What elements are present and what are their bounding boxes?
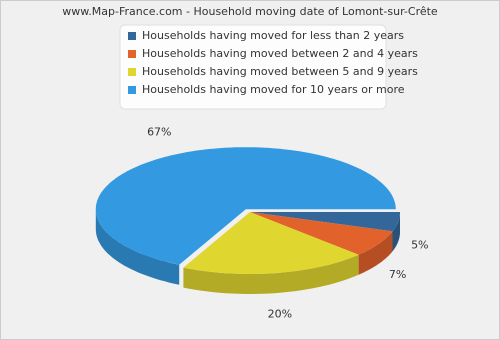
data-label: 20% — [268, 308, 292, 321]
slice-side — [95, 209, 180, 285]
data-label: 7% — [389, 268, 406, 281]
slice — [250, 212, 393, 255]
legend-swatch — [128, 50, 136, 58]
slice — [183, 212, 359, 274]
legend-swatch — [128, 86, 136, 94]
slice — [95, 147, 396, 265]
slice-side — [358, 231, 393, 275]
legend-box — [119, 24, 387, 110]
legend-swatch — [128, 32, 136, 40]
legend-label: Households having moved for 10 years or … — [142, 83, 405, 96]
legend-label: Households having moved between 5 and 9 … — [142, 65, 418, 78]
data-label: 5% — [411, 238, 428, 251]
legend-label: Households having moved for less than 2 … — [142, 29, 404, 42]
data-label: 67% — [147, 126, 171, 139]
legend-swatch — [128, 68, 136, 76]
slice-side — [392, 212, 400, 252]
slice — [250, 212, 400, 232]
slice-side — [183, 254, 359, 294]
legend-label: Households having moved between 2 and 4 … — [142, 47, 418, 60]
chart-title: www.Map-France.com - Household moving da… — [62, 5, 438, 18]
